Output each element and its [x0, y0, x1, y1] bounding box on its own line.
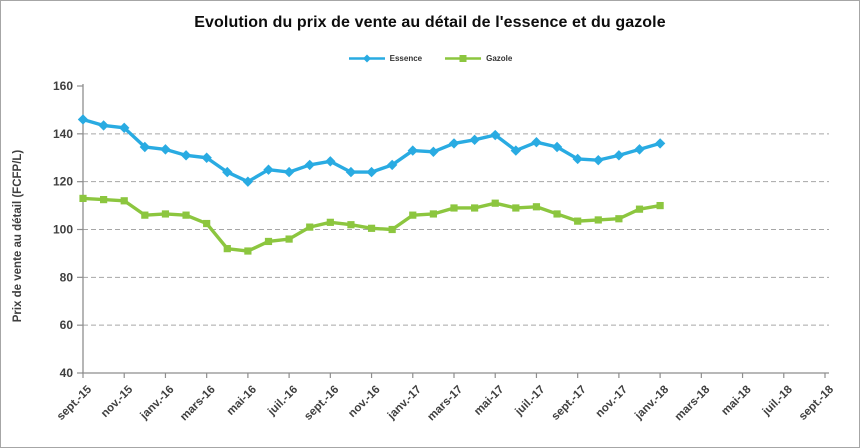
svg-text:mars-16: mars-16	[178, 384, 218, 424]
svg-text:janv.-17: janv.-17	[385, 384, 424, 423]
svg-text:mai-16: mai-16	[225, 384, 259, 418]
legend-label-gazole: Gazole	[486, 54, 513, 63]
svg-text:40: 40	[60, 366, 74, 380]
svg-text:120: 120	[53, 175, 73, 189]
svg-text:mars-17: mars-17	[425, 384, 465, 424]
svg-text:juil.-17: juil.-17	[513, 384, 548, 419]
svg-text:janv.-16: janv.-16	[138, 384, 177, 423]
chart-title: Evolution du prix de vente au détail de …	[194, 14, 666, 31]
legend-item-gazole: Gazole	[444, 53, 512, 64]
svg-text:60: 60	[60, 318, 74, 332]
svg-text:sept.-18: sept.-18	[797, 383, 837, 423]
svg-text:80: 80	[60, 270, 74, 284]
svg-text:nov.-16: nov.-16	[346, 384, 382, 420]
svg-text:janv.-18: janv.-18	[632, 383, 671, 422]
svg-text:sept.-16: sept.-16	[302, 384, 341, 423]
legend-swatch-essence	[348, 54, 385, 63]
chart-legend: Essence Gazole	[1, 53, 859, 64]
legend-label-essence: Essence	[389, 54, 423, 63]
svg-text:sept.-15: sept.-15	[55, 383, 95, 423]
svg-text:juil.-18: juil.-18	[760, 383, 795, 418]
legend-item-essence: Essence	[348, 53, 422, 64]
svg-text:mai-18: mai-18	[719, 383, 754, 418]
svg-text:nov.-17: nov.-17	[594, 384, 630, 420]
svg-text:mars-18: mars-18	[673, 383, 713, 423]
svg-text:sept.-17: sept.-17	[550, 384, 589, 423]
svg-text:100: 100	[53, 223, 73, 237]
legend-swatch-gazole	[445, 55, 482, 62]
svg-text:juil.-16: juil.-16	[265, 384, 300, 419]
svg-text:mai-17: mai-17	[472, 384, 506, 418]
svg-text:nov.-15: nov.-15	[99, 383, 136, 420]
svg-text:140: 140	[53, 127, 73, 141]
svg-text:160: 160	[53, 79, 73, 93]
